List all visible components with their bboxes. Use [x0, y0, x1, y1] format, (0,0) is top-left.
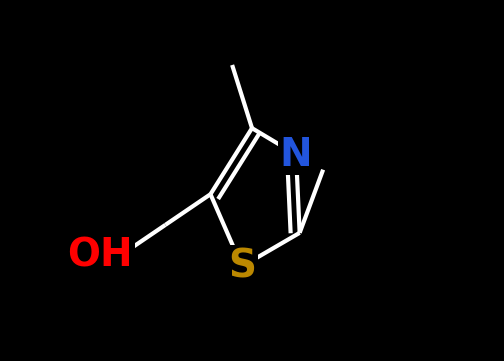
Text: S: S	[228, 247, 256, 286]
Text: OH: OH	[68, 236, 133, 275]
Text: N: N	[280, 135, 312, 174]
